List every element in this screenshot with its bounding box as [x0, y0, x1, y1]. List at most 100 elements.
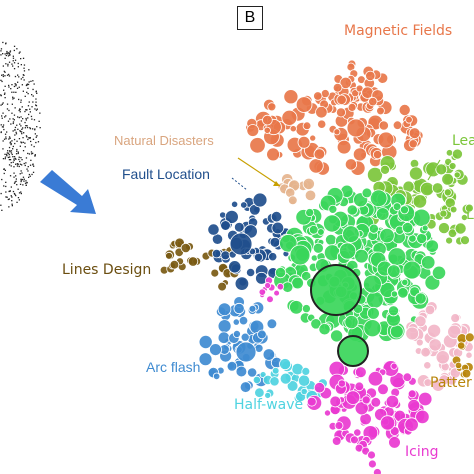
central-cluster-node — [346, 204, 358, 216]
cloud-point — [29, 108, 31, 110]
arc-flash-node — [217, 319, 232, 334]
cloud-point — [7, 52, 9, 54]
icing-node — [385, 394, 400, 409]
icing-node — [370, 396, 382, 408]
cloud-point — [12, 145, 14, 148]
cloud-point — [12, 161, 14, 163]
cloud-point — [20, 101, 22, 103]
cloud-point — [22, 76, 24, 79]
cloud-point — [35, 98, 37, 100]
cloud-point — [21, 106, 23, 108]
cloud-point — [6, 108, 9, 110]
cloud-point — [3, 138, 6, 140]
cloud-point — [10, 165, 12, 167]
cloud-point — [31, 106, 33, 108]
magnetic-fields-node — [336, 94, 347, 106]
cloud-point — [12, 96, 14, 98]
icing-node — [323, 409, 331, 417]
icing-node — [306, 396, 317, 407]
cloud-point — [18, 158, 20, 161]
cloud-point — [16, 48, 18, 50]
cloud-point — [28, 101, 30, 103]
cloud-point — [17, 163, 19, 166]
central-cluster-node — [318, 323, 331, 336]
central-cluster-node — [301, 304, 311, 314]
cloud-point — [4, 53, 6, 55]
cloud-point — [8, 159, 11, 161]
lea-node — [443, 188, 452, 197]
cloud-point — [21, 172, 23, 174]
central-cluster-node — [291, 276, 304, 290]
patter-node — [438, 374, 450, 386]
cloud-point — [11, 63, 13, 65]
arc-flash-node — [235, 341, 257, 363]
patter-node — [423, 361, 432, 370]
label-pointers — [231, 157, 441, 191]
central-cluster-node — [324, 233, 337, 246]
cloud-point — [12, 98, 14, 100]
magnetic-fields-node — [266, 147, 281, 162]
icing-node — [329, 395, 342, 408]
cloud-point — [24, 146, 26, 148]
cloud-point — [9, 151, 11, 153]
lea-node — [445, 149, 454, 157]
icing-node — [407, 398, 421, 412]
cloud-point — [8, 206, 10, 208]
cloud-point — [5, 191, 7, 193]
cloud-point — [26, 84, 28, 86]
magnetic-fields-node — [263, 126, 271, 134]
cloud-point — [19, 160, 21, 163]
cloud-point — [30, 151, 33, 153]
half-wave-node — [264, 391, 272, 399]
cloud-point — [12, 121, 15, 123]
cloud-point — [6, 196, 8, 198]
cloud-point — [13, 138, 16, 141]
cloud-point — [19, 123, 21, 125]
cloud-point — [9, 141, 12, 143]
cloud-point — [32, 101, 34, 103]
icing-node — [377, 383, 389, 396]
patter-node — [420, 347, 431, 358]
cloud-point — [15, 91, 17, 93]
magnetic-fields-node — [332, 82, 343, 93]
cloud-point — [39, 112, 41, 114]
cloud-point — [36, 92, 38, 94]
cloud-point — [20, 125, 22, 127]
cloud-point — [21, 133, 23, 135]
cloud-point — [27, 93, 29, 95]
cloud-point — [14, 107, 16, 109]
cloud-point — [25, 184, 27, 186]
magnetic-fields-node — [309, 134, 317, 142]
cloud-point — [0, 48, 3, 50]
central-cluster-node — [328, 204, 338, 214]
cloud-point — [16, 87, 19, 89]
cloud-point — [20, 116, 22, 118]
cloud-point — [26, 125, 28, 127]
cloud-point — [13, 172, 15, 174]
cloud-point — [11, 91, 13, 93]
cloud-point — [11, 205, 13, 207]
cloud-point — [13, 49, 15, 52]
cloud-point — [6, 155, 8, 157]
icing-node — [258, 288, 266, 296]
magnetic-fields-node — [344, 158, 358, 171]
arc-flash-node — [262, 348, 276, 361]
cloud-point — [36, 135, 38, 137]
icing-node — [313, 382, 326, 394]
cloud-point — [8, 84, 10, 87]
cloud-point — [28, 176, 30, 178]
cloud-point — [28, 69, 30, 71]
fault-location-node — [220, 220, 231, 231]
icing-node — [349, 435, 359, 445]
cloud-point — [10, 152, 13, 154]
cloud-point — [21, 164, 23, 166]
cloud-point — [35, 105, 38, 107]
cloud-point — [19, 145, 21, 147]
cloud-point — [3, 185, 5, 187]
central-cluster-node — [362, 274, 382, 294]
cloud-point — [5, 54, 7, 57]
cloud-point — [34, 129, 36, 131]
cloud-point — [23, 79, 25, 81]
arc-flash-node — [212, 372, 221, 380]
central-cluster-node — [308, 225, 319, 235]
